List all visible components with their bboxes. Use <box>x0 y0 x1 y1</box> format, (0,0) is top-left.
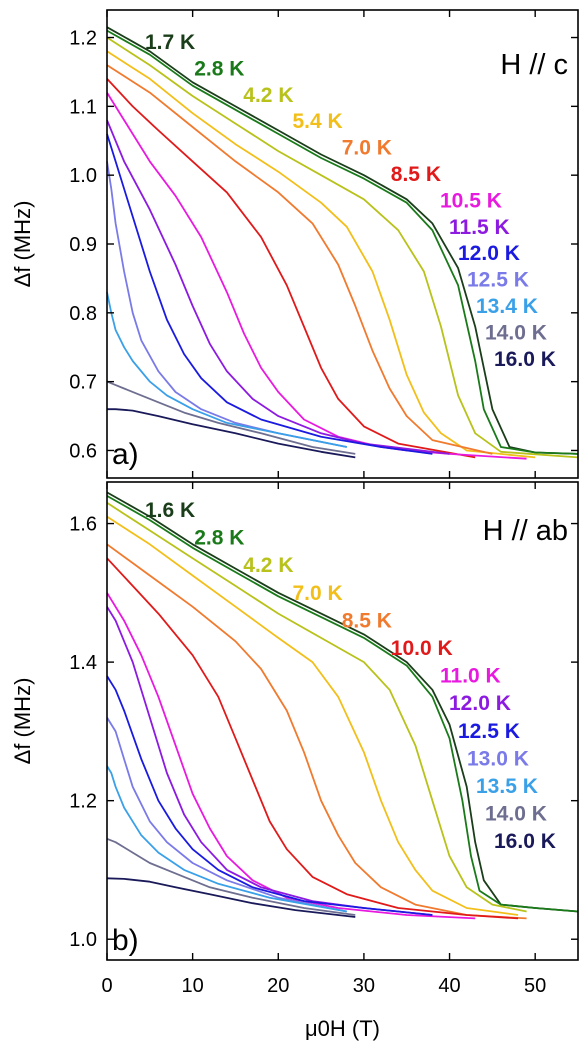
legend-label-4_2-K: 4.2 K <box>243 84 293 107</box>
legend-label-14_0-K: 14.0 K <box>485 803 547 826</box>
panel-a-label: a) <box>112 438 139 471</box>
legend-label-1_6-K: 1.6 K <box>145 499 195 522</box>
y-tick-label: 1.6 <box>69 514 97 536</box>
legend-label-2_8-K: 2.8 K <box>194 527 244 550</box>
legend-label-7_0-K: 7.0 K <box>342 137 392 160</box>
legend-label-12_0-K: 12.0 K <box>458 242 520 265</box>
legend-label-16_0-K: 16.0 K <box>494 830 556 853</box>
legend-label-10_5-K: 10.5 K <box>440 189 502 212</box>
series-line-13_5-K <box>106 765 347 913</box>
legend-label-13_0-K: 13.0 K <box>467 747 529 770</box>
panel-b-legend-labels: 1.6 K 2.8 K 4.2 K7.0 K 8.5 K 10.0 K 11.0 K 12.… <box>145 499 556 853</box>
panel-b-curves <box>106 491 579 920</box>
x-tick-label: 30 <box>353 975 375 997</box>
y-tick-label: 0.9 <box>69 234 97 256</box>
series-line-12_0-K <box>106 133 433 455</box>
panel-b-annotation: H // ab <box>483 515 568 547</box>
x-tick-label: 0 <box>101 975 112 997</box>
series-line-11_0-K <box>106 592 476 920</box>
panel-b-y-axis-label: Δf (MHz) <box>10 678 35 765</box>
legend-label-14_0-K: 14.0 K <box>485 321 547 344</box>
x-tick-label: 40 <box>438 975 460 997</box>
series-line-7_0-K <box>106 515 519 916</box>
panel-a: 0.6 0.7 0.8 0.9 1.0 1.1 1.2 1.7 K 2.8 K 4.2 K5.4… <box>10 9 579 479</box>
x-tick-label: 10 <box>182 975 204 997</box>
y-tick-label: 0.6 <box>69 440 97 462</box>
legend-label-13_5-K: 13.5 K <box>476 775 538 798</box>
series-line-10_0-K <box>106 557 519 920</box>
legend-label-12_5-K: 12.5 K <box>467 269 529 292</box>
panel-b: 1.0 1.2 1.4 1.6 0 10 20 30 40 50 1.6 K 2.8 K 4.2 K7… <box>10 481 579 1041</box>
legend-label-10_0-K: 10.0 K <box>391 637 453 660</box>
legend-label-16_0-K: 16.0 K <box>494 348 556 371</box>
panel-a-ticks: 0.6 0.7 0.8 0.9 1.0 1.1 1.2 <box>69 10 578 478</box>
legend-label-5_4-K: 5.4 K <box>293 110 343 133</box>
y-tick-label: 1.0 <box>69 929 97 951</box>
series-line-12_5-K <box>106 675 433 916</box>
series-line-1_6-K <box>106 491 579 913</box>
panel-b-frame <box>106 481 579 961</box>
panel-b-x-axis-label: μ0H (T) <box>305 1016 380 1041</box>
y-tick-label: 1.2 <box>69 791 97 813</box>
series-line-16_0-K <box>107 408 356 459</box>
legend-label-4_2-K: 4.2 K <box>243 554 293 577</box>
series-line-4_2-K <box>106 502 527 913</box>
y-tick-label: 1.4 <box>69 652 97 674</box>
series-line-12_5-K <box>106 161 347 448</box>
series-line-12_0-K <box>106 606 433 916</box>
series-line-2_8-K <box>106 29 579 455</box>
panel-b-ticks: 1.0 1.2 1.4 1.6 0 10 20 30 40 50 <box>69 482 578 997</box>
legend-label-12_5-K: 12.5 K <box>458 720 520 743</box>
series-line-5_4-K <box>106 50 536 459</box>
panel-a-legend-labels: 1.7 K 2.8 K 4.2 K5.4 K 7.0 K 8.5 K 10.5 K 11.5… <box>145 31 556 371</box>
y-tick-label: 0.8 <box>69 303 97 325</box>
series-line-8_5-K <box>106 543 527 920</box>
series-line-4_2-K <box>106 36 579 459</box>
legend-label-2_8-K: 2.8 K <box>194 57 244 80</box>
series-line-8_5-K <box>106 78 476 459</box>
x-tick-label: 20 <box>267 975 289 997</box>
series-line-10_5-K <box>106 92 527 460</box>
legend-label-7_0-K: 7.0 K <box>293 582 343 605</box>
y-tick-label: 1.0 <box>69 165 97 187</box>
legend-label-11_0-K: 11.0 K <box>440 665 501 688</box>
series-line-7_0-K <box>106 64 493 455</box>
legend-label-1_7-K: 1.7 K <box>145 31 195 54</box>
panel-a-curves <box>106 26 579 460</box>
panel-a-annotation: H // c <box>500 49 568 81</box>
series-line-14_0-K <box>106 837 356 916</box>
legend-label-8_5-K: 8.5 K <box>391 163 441 186</box>
x-tick-label: 50 <box>524 975 546 997</box>
panel-b-label: b) <box>112 924 139 957</box>
y-tick-label: 1.1 <box>69 96 97 118</box>
series-line-2_8-K <box>106 495 579 913</box>
series-line-14_0-K <box>106 380 356 455</box>
panel-a-y-axis-label: Δf (MHz) <box>10 201 35 288</box>
legend-label-12_0-K: 12.0 K <box>449 692 511 715</box>
legend-label-8_5-K: 8.5 K <box>342 609 392 632</box>
y-tick-label: 0.7 <box>69 372 97 394</box>
series-line-11_5-K <box>106 119 450 455</box>
legend-label-11_5-K: 11.5 K <box>449 216 510 239</box>
y-tick-label: 1.2 <box>69 28 97 50</box>
series-line-13_4-K <box>106 292 347 448</box>
series-line-1_7-K <box>106 26 579 455</box>
series-line-16_0-K <box>106 877 356 918</box>
legend-label-13_4-K: 13.4 K <box>476 295 538 318</box>
series-line-13_0-K <box>106 717 347 913</box>
